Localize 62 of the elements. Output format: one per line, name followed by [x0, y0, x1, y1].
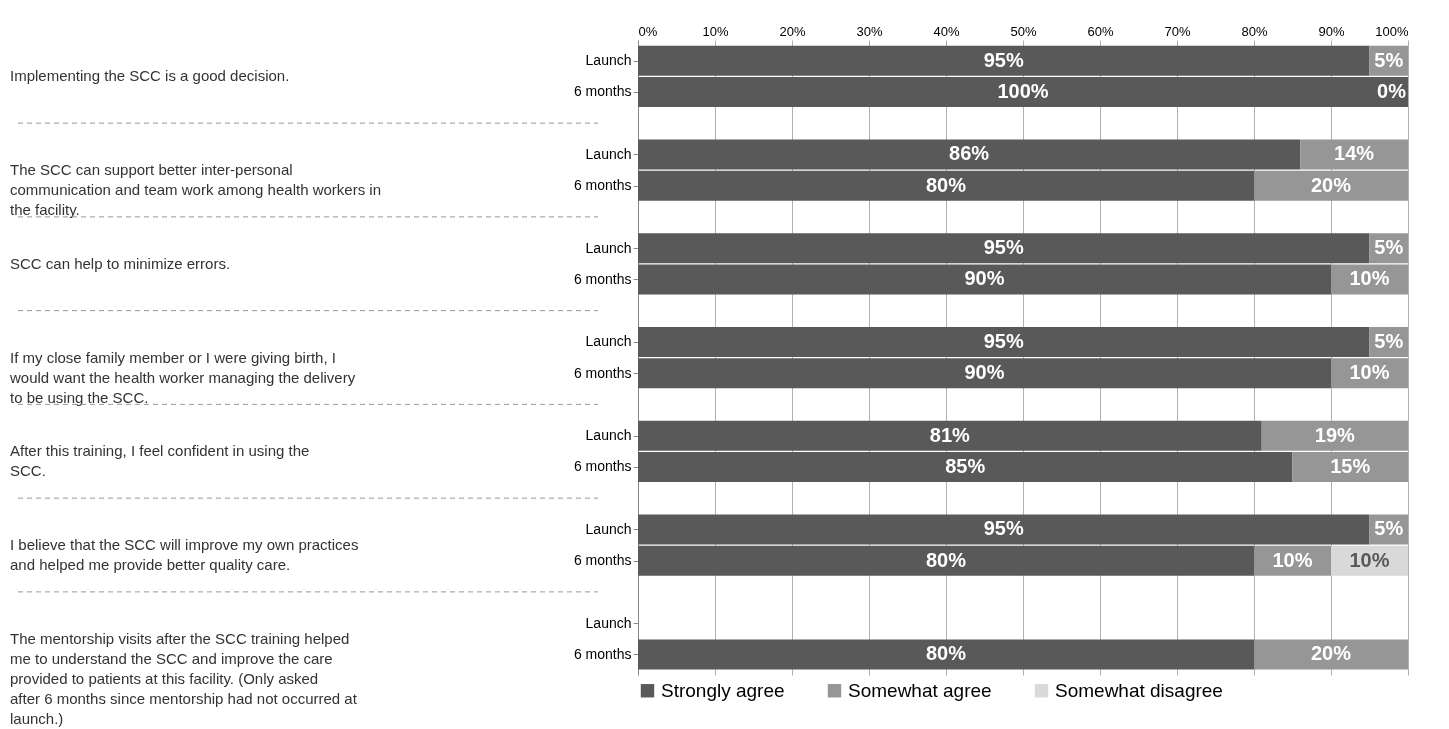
data-label: 10%	[1349, 548, 1390, 571]
data-label: 81%	[929, 423, 971, 446]
data-label: 100%	[997, 79, 1049, 102]
y-tick-label: 6 months	[573, 177, 632, 194]
text: The SCC can support better inter-personal communication and team work among health workers in the facility.	[10, 161, 382, 218]
data-label: 90%	[964, 361, 1005, 384]
legend-label: Somewhat disagree	[1055, 679, 1223, 701]
data-label: 95%	[983, 236, 1024, 259]
data-label: 15%	[1330, 454, 1371, 477]
y-tick-label: Launch	[585, 614, 632, 631]
x-tick-label: 80%	[1241, 23, 1268, 39]
data-label: 95%	[983, 517, 1024, 540]
x-tick-label: 40%	[933, 23, 960, 39]
x-tick-label: 20%	[779, 23, 806, 39]
y-tick-label: Launch	[585, 427, 632, 444]
data-label: 0%	[1377, 79, 1407, 102]
data-label: 10%	[1349, 361, 1390, 384]
data-label: 14%	[1334, 142, 1375, 165]
data-label: 5%	[1374, 329, 1404, 352]
data-label: 80%	[925, 642, 967, 665]
data-label: 5%	[1374, 48, 1404, 71]
x-tick-label: 10%	[702, 23, 729, 39]
y-tick-label: Launch	[585, 239, 632, 256]
y-tick-label: 6 months	[573, 364, 632, 381]
y-tick-label: Launch	[585, 145, 632, 162]
data-label: 95%	[983, 48, 1024, 71]
data-label: 85%	[945, 454, 986, 477]
data-label: 19%	[1314, 423, 1356, 446]
x-tick-label: 90%	[1318, 23, 1345, 39]
data-label: 5%	[1374, 236, 1404, 259]
y-tick-label: Launch	[585, 52, 632, 69]
x-tick-label: 30%	[856, 23, 883, 39]
data-label: 20%	[1310, 173, 1352, 196]
text: SCC can help to minimize errors.	[10, 254, 231, 272]
x-tick-label: 0%	[638, 23, 658, 39]
x-tick-label: 70%	[1164, 23, 1191, 39]
data-label: 80%	[925, 548, 967, 571]
data-label: 20%	[1310, 642, 1352, 665]
data-label: 90%	[964, 267, 1005, 290]
y-tick-label: Launch	[585, 520, 632, 537]
data-label: 86%	[949, 142, 990, 165]
y-tick-label: 6 months	[573, 552, 632, 569]
text: If my close family member or I were giving birth, I would want the health worker managing the delivery to be using the SCC.	[9, 348, 356, 406]
legend-label: Strongly agree	[661, 679, 785, 701]
y-tick-label: 6 months	[573, 645, 632, 662]
text: Implementing the SCC is a good decision.	[10, 67, 290, 85]
data-label: 80%	[925, 173, 967, 196]
text: I believe that the SCC will improve my own practices and helped me provide better quality care.	[10, 536, 359, 573]
y-tick-label: 6 months	[573, 83, 632, 100]
text: After this training, I feel confident in using the SCC.	[10, 442, 310, 480]
x-tick-label: 100%	[1375, 23, 1409, 39]
y-tick-label: 6 months	[573, 458, 632, 475]
x-tick-label: 50%	[1010, 23, 1037, 39]
data-label: 5%	[1374, 517, 1404, 540]
data-label: 95%	[983, 329, 1024, 352]
text: The mentorship visits after the SCC training helped me to understand the SCC and improve the care provided to patients at this facility. (Only asked after 6 months since mentorship had not occurred at launch.)	[10, 629, 358, 727]
legend-label: Somewhat agree	[848, 679, 992, 701]
data-label: 10%	[1272, 548, 1313, 571]
y-tick-label: Launch	[585, 333, 632, 350]
x-tick-label: 60%	[1087, 23, 1114, 39]
data-label: 10%	[1349, 267, 1390, 290]
y-tick-label: 6 months	[573, 270, 632, 287]
